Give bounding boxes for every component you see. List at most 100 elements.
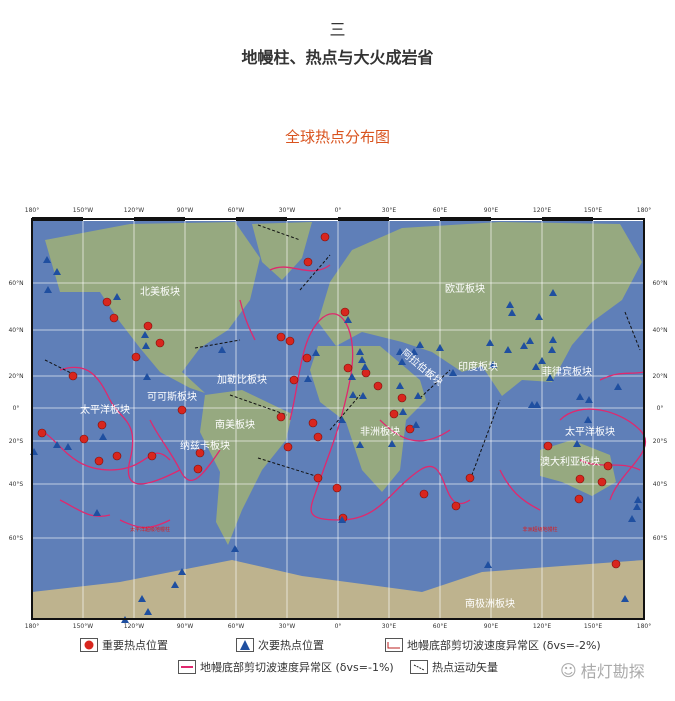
plate-label: 太平洋板块 [565,425,615,438]
major-hotspot [313,473,323,483]
minor-hotspot [410,348,418,355]
minor-hotspot [614,383,622,390]
minor-hotspot [312,349,320,356]
minor-hotspot [585,396,593,403]
legend-anomaly-neg-swatch [178,660,196,674]
major-hotspot [285,336,295,346]
north-america-landmass [45,222,260,393]
major-hotspot [195,448,205,458]
minor-hotspot [508,309,516,316]
lon-tick-label: 0° [335,207,342,214]
minor-hotspot [304,375,312,382]
anomaly-line [59,366,181,485]
lat-tick-label: 60°S [653,535,668,542]
legend-anomaly-neg: 地幔底部剪切波速度异常区 (δvs=-1%) [178,659,394,675]
anomaly-line [269,264,331,272]
minor-hotspot [53,441,61,448]
minor-hotspot [361,363,369,370]
legend-vector-label: 热点运动矢量 [432,661,498,674]
motion-vector [257,224,301,241]
watermark-text: 桔灯勘探 [580,662,645,681]
lat-tick-label: 0° [657,405,664,412]
minor-hotspot [138,595,146,602]
minor-hotspot [99,433,107,440]
major-hotspot [611,559,621,569]
greenland-landmass [252,222,312,280]
major-hotspot [302,353,312,363]
minor-hotspot [532,363,540,370]
minor-hotspot [634,496,642,503]
plate-label: 北美板块 [140,285,180,298]
lon-tick-label: 60°E [433,623,448,630]
motion-vector [44,359,76,376]
minor-hotspot [449,369,457,376]
major-hotspot [276,332,286,342]
minor-hotspot [113,293,121,300]
legend-minor-swatch [236,638,254,652]
plate-label: 加勒比板块 [217,373,267,386]
lon-tick-label: 30°E [382,623,397,630]
minor-hotspot [396,382,404,389]
lat-tick-label: 0° [13,405,20,412]
lat-tick-label: 20°S [9,438,24,445]
lon-tick-label: 30°W [279,207,296,214]
minor-hotspot [584,416,592,423]
legend-anomaly-pos-label: 地幔底部剪切波速度异常区 (δvs=-2%) [407,639,601,652]
plate-label: 太平洋板块 [80,403,130,416]
anomaly-line [499,469,541,511]
lat-tick-label: 20°N [8,373,23,380]
minor-hotspot [356,348,364,355]
lon-tick-label: 180° [25,623,39,630]
major-hotspot [303,257,313,267]
minor-hotspot [549,289,557,296]
lon-tick-label: 60°E [433,207,448,214]
minor-hotspot [573,440,581,447]
minor-hotspot [44,286,52,293]
anomaly-line [379,419,451,442]
major-hotspot [361,368,371,378]
plate-label: 可可斯板块 [147,390,197,403]
minor-hotspot [535,313,543,320]
eurasia-landmass [318,222,642,396]
minor-hotspot [348,373,356,380]
major-hotspot [289,375,299,385]
lat-tick-label: 60°N [652,280,667,287]
minor-hotspot [504,346,512,353]
motion-vector [419,369,451,399]
superplume-label: 非洲超级地幔柱 [522,526,557,533]
lat-tick-label: 60°S [9,535,24,542]
minor-hotspot [64,443,72,450]
lon-tick-label: 30°W [279,623,296,630]
minor-hotspot [218,346,226,353]
plate-label: 南极洲板块 [465,597,515,610]
motion-vector [257,457,323,479]
plate-label: 南美板块 [215,418,255,431]
legend-minor: 次要热点位置 [236,637,324,653]
minor-hotspot [178,568,186,575]
section-number: 三 [329,20,346,39]
africa-landmass [310,346,426,492]
legend-anomaly-neg-label: 地幔底部剪切波速度异常区 (δvs=-1%) [200,661,394,674]
major-hotspot [313,432,323,442]
lon-tick-label: 90°E [484,623,499,630]
motion-vector [329,394,361,431]
major-hotspot [603,461,613,471]
legend-anomaly-pos-swatch [385,638,403,652]
legend-major: 重要热点位置 [80,637,168,653]
lon-tick-label: 120°W [124,623,144,630]
minor-hotspot [548,346,556,353]
minor-hotspot [338,416,346,423]
major-hotspot [543,441,553,451]
minor-hotspot [526,337,534,344]
major-hotspot [397,393,407,403]
minor-hotspot [93,509,101,516]
plate-label: 菲律宾板块 [542,365,592,378]
anomaly-line [559,408,647,501]
anomaly-line [239,299,256,341]
minor-hotspot [143,373,151,380]
major-hotspot [575,474,585,484]
australia-landmass [540,440,616,496]
minor-hotspot [231,545,239,552]
